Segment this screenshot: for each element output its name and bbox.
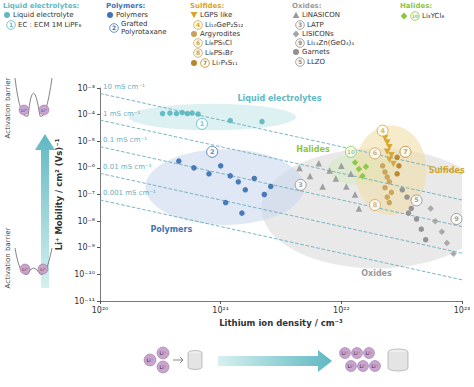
svg-text:Li⁺: Li⁺ xyxy=(372,363,379,369)
html-text:LiNASICON: LiNASICON xyxy=(302,11,340,20)
html-text:Polymers:: Polymers: xyxy=(106,2,146,10)
svg-text:7: 7 xyxy=(403,148,408,156)
svg-text:0.1 mS cm⁻¹: 0.1 mS cm⁻¹ xyxy=(103,136,147,144)
html-text:Grafted Polyrotaxane: Grafted Polyrotaxane xyxy=(121,19,167,36)
svg-text:Halides: Halides xyxy=(296,145,330,154)
svg-text:10⁻⁴: 10⁻⁴ xyxy=(77,110,95,119)
svg-text:Li⁺: Li⁺ xyxy=(342,350,349,356)
svg-text:10⁻⁵: 10⁻⁵ xyxy=(77,137,95,146)
svg-text:3: 3 xyxy=(298,21,302,28)
html-text:Liquid electrolytes:: Liquid electrolytes: xyxy=(3,2,80,10)
svg-text:1 mS cm⁻¹: 1 mS cm⁻¹ xyxy=(103,110,141,118)
svg-text:10: 10 xyxy=(412,14,419,19)
svg-text:Li⁺ Mobility / cm² (Vs)⁻¹: Li⁺ Mobility / cm² (Vs)⁻¹ xyxy=(54,138,64,250)
svg-text:10²⁰: 10²⁰ xyxy=(92,306,109,315)
svg-text:10: 10 xyxy=(347,149,355,155)
svg-text:10⁻⁷: 10⁻⁷ xyxy=(77,190,95,199)
svg-text:Lithium ion density / cm⁻³: Lithium ion density / cm⁻³ xyxy=(219,318,343,328)
svg-text:Li⁺: Li⁺ xyxy=(354,350,361,356)
svg-text:Li⁺: Li⁺ xyxy=(360,363,367,369)
svg-text:10²³: 10²³ xyxy=(454,306,471,315)
html-text:LATP: LATP xyxy=(307,20,324,29)
svg-text:Liquid electrolytes: Liquid electrolytes xyxy=(237,94,321,103)
svg-text:10⁻¹⁰: 10⁻¹⁰ xyxy=(74,270,95,279)
html-text:Li₆PS₅Br: Li₆PS₅Br xyxy=(205,49,233,57)
svg-text:Li⁺: Li⁺ xyxy=(22,267,28,272)
svg-text:9: 9 xyxy=(454,215,459,223)
svg-text:10⁻⁶: 10⁻⁶ xyxy=(77,163,95,172)
svg-text:2: 2 xyxy=(210,148,215,156)
html-text:LGPS like: LGPS like xyxy=(200,11,233,20)
svg-text:Li⁺: Li⁺ xyxy=(160,350,167,356)
svg-text:4: 4 xyxy=(196,21,200,28)
html-text:LISICONs: LISICONs xyxy=(302,29,334,38)
svg-text:Activation barrier: Activation barrier xyxy=(4,227,12,288)
svg-text:10⁻⁸: 10⁻⁸ xyxy=(77,217,95,226)
svg-text:Oxides: Oxides xyxy=(361,269,392,278)
svg-text:Li⁺: Li⁺ xyxy=(348,363,355,369)
svg-text:Li⁺: Li⁺ xyxy=(366,350,373,356)
svg-text:Activation barrier: Activation barrier xyxy=(4,77,12,138)
svg-text:Li⁺: Li⁺ xyxy=(41,108,47,113)
html-text:Sulfides:: Sulfides: xyxy=(190,2,225,10)
svg-text:Polymers: Polymers xyxy=(150,225,192,234)
svg-text:5: 5 xyxy=(414,196,419,204)
svg-text:Sulfides: Sulfides xyxy=(429,166,465,175)
svg-text:5: 5 xyxy=(298,58,302,65)
html-text:Liquid electrolyte: Liquid electrolyte xyxy=(13,11,74,20)
html-text:Halides:: Halides: xyxy=(400,2,433,10)
svg-text:3: 3 xyxy=(298,181,303,189)
svg-text:0.001 mS cm⁻¹: 0.001 mS cm⁻¹ xyxy=(103,189,156,197)
svg-text:Li⁺: Li⁺ xyxy=(147,357,154,363)
svg-text:1: 1 xyxy=(9,21,13,28)
svg-text:Li⁺: Li⁺ xyxy=(40,267,46,272)
svg-text:6: 6 xyxy=(373,149,378,157)
html-text:Li₁₀GeP₂S₁₂: Li₁₀GeP₂S₁₂ xyxy=(205,20,244,29)
html-text:Garnets: Garnets xyxy=(302,48,330,57)
svg-text:0.01 mS cm⁻¹: 0.01 mS cm⁻¹ xyxy=(103,163,152,171)
svg-text:10⁻³: 10⁻³ xyxy=(77,84,95,93)
svg-text:1: 1 xyxy=(200,120,205,128)
html-text:Oxides:: Oxides: xyxy=(292,2,322,10)
svg-text:8: 8 xyxy=(373,201,378,209)
html-text:Li₁₄Zn(GeO₄)₄: Li₁₄Zn(GeO₄)₄ xyxy=(307,39,354,47)
svg-text:10²²: 10²² xyxy=(333,306,350,315)
svg-text:10²¹: 10²¹ xyxy=(212,306,229,315)
svg-text:10 mS cm⁻¹: 10 mS cm⁻¹ xyxy=(103,83,145,91)
svg-text:10⁻⁹: 10⁻⁹ xyxy=(77,243,95,252)
svg-text:2: 2 xyxy=(112,24,116,31)
svg-text:10⁻¹¹: 10⁻¹¹ xyxy=(74,297,95,306)
html-text:LLZO: LLZO xyxy=(307,57,326,66)
svg-text:7: 7 xyxy=(203,59,207,66)
html-text:EC : ECM 1M LiPF₆: EC : ECM 1M LiPF₆ xyxy=(18,20,82,29)
html-text:Argyrodites: Argyrodites xyxy=(200,29,241,38)
svg-text:Li⁺: Li⁺ xyxy=(160,364,167,370)
svg-text:9: 9 xyxy=(298,39,302,46)
svg-text:4: 4 xyxy=(380,127,385,135)
svg-text:Li⁺: Li⁺ xyxy=(21,108,27,113)
html-text:Li₃YCl₆: Li₃YCl₆ xyxy=(422,12,445,20)
html-text:Li₇P₃S₁₁: Li₇P₃S₁₁ xyxy=(212,59,238,67)
html-text:Polymers: Polymers xyxy=(116,11,148,20)
svg-text:8: 8 xyxy=(196,49,200,56)
html-text:Li₆PS₅Cl: Li₆PS₅Cl xyxy=(205,39,232,47)
svg-text:6: 6 xyxy=(196,39,200,46)
